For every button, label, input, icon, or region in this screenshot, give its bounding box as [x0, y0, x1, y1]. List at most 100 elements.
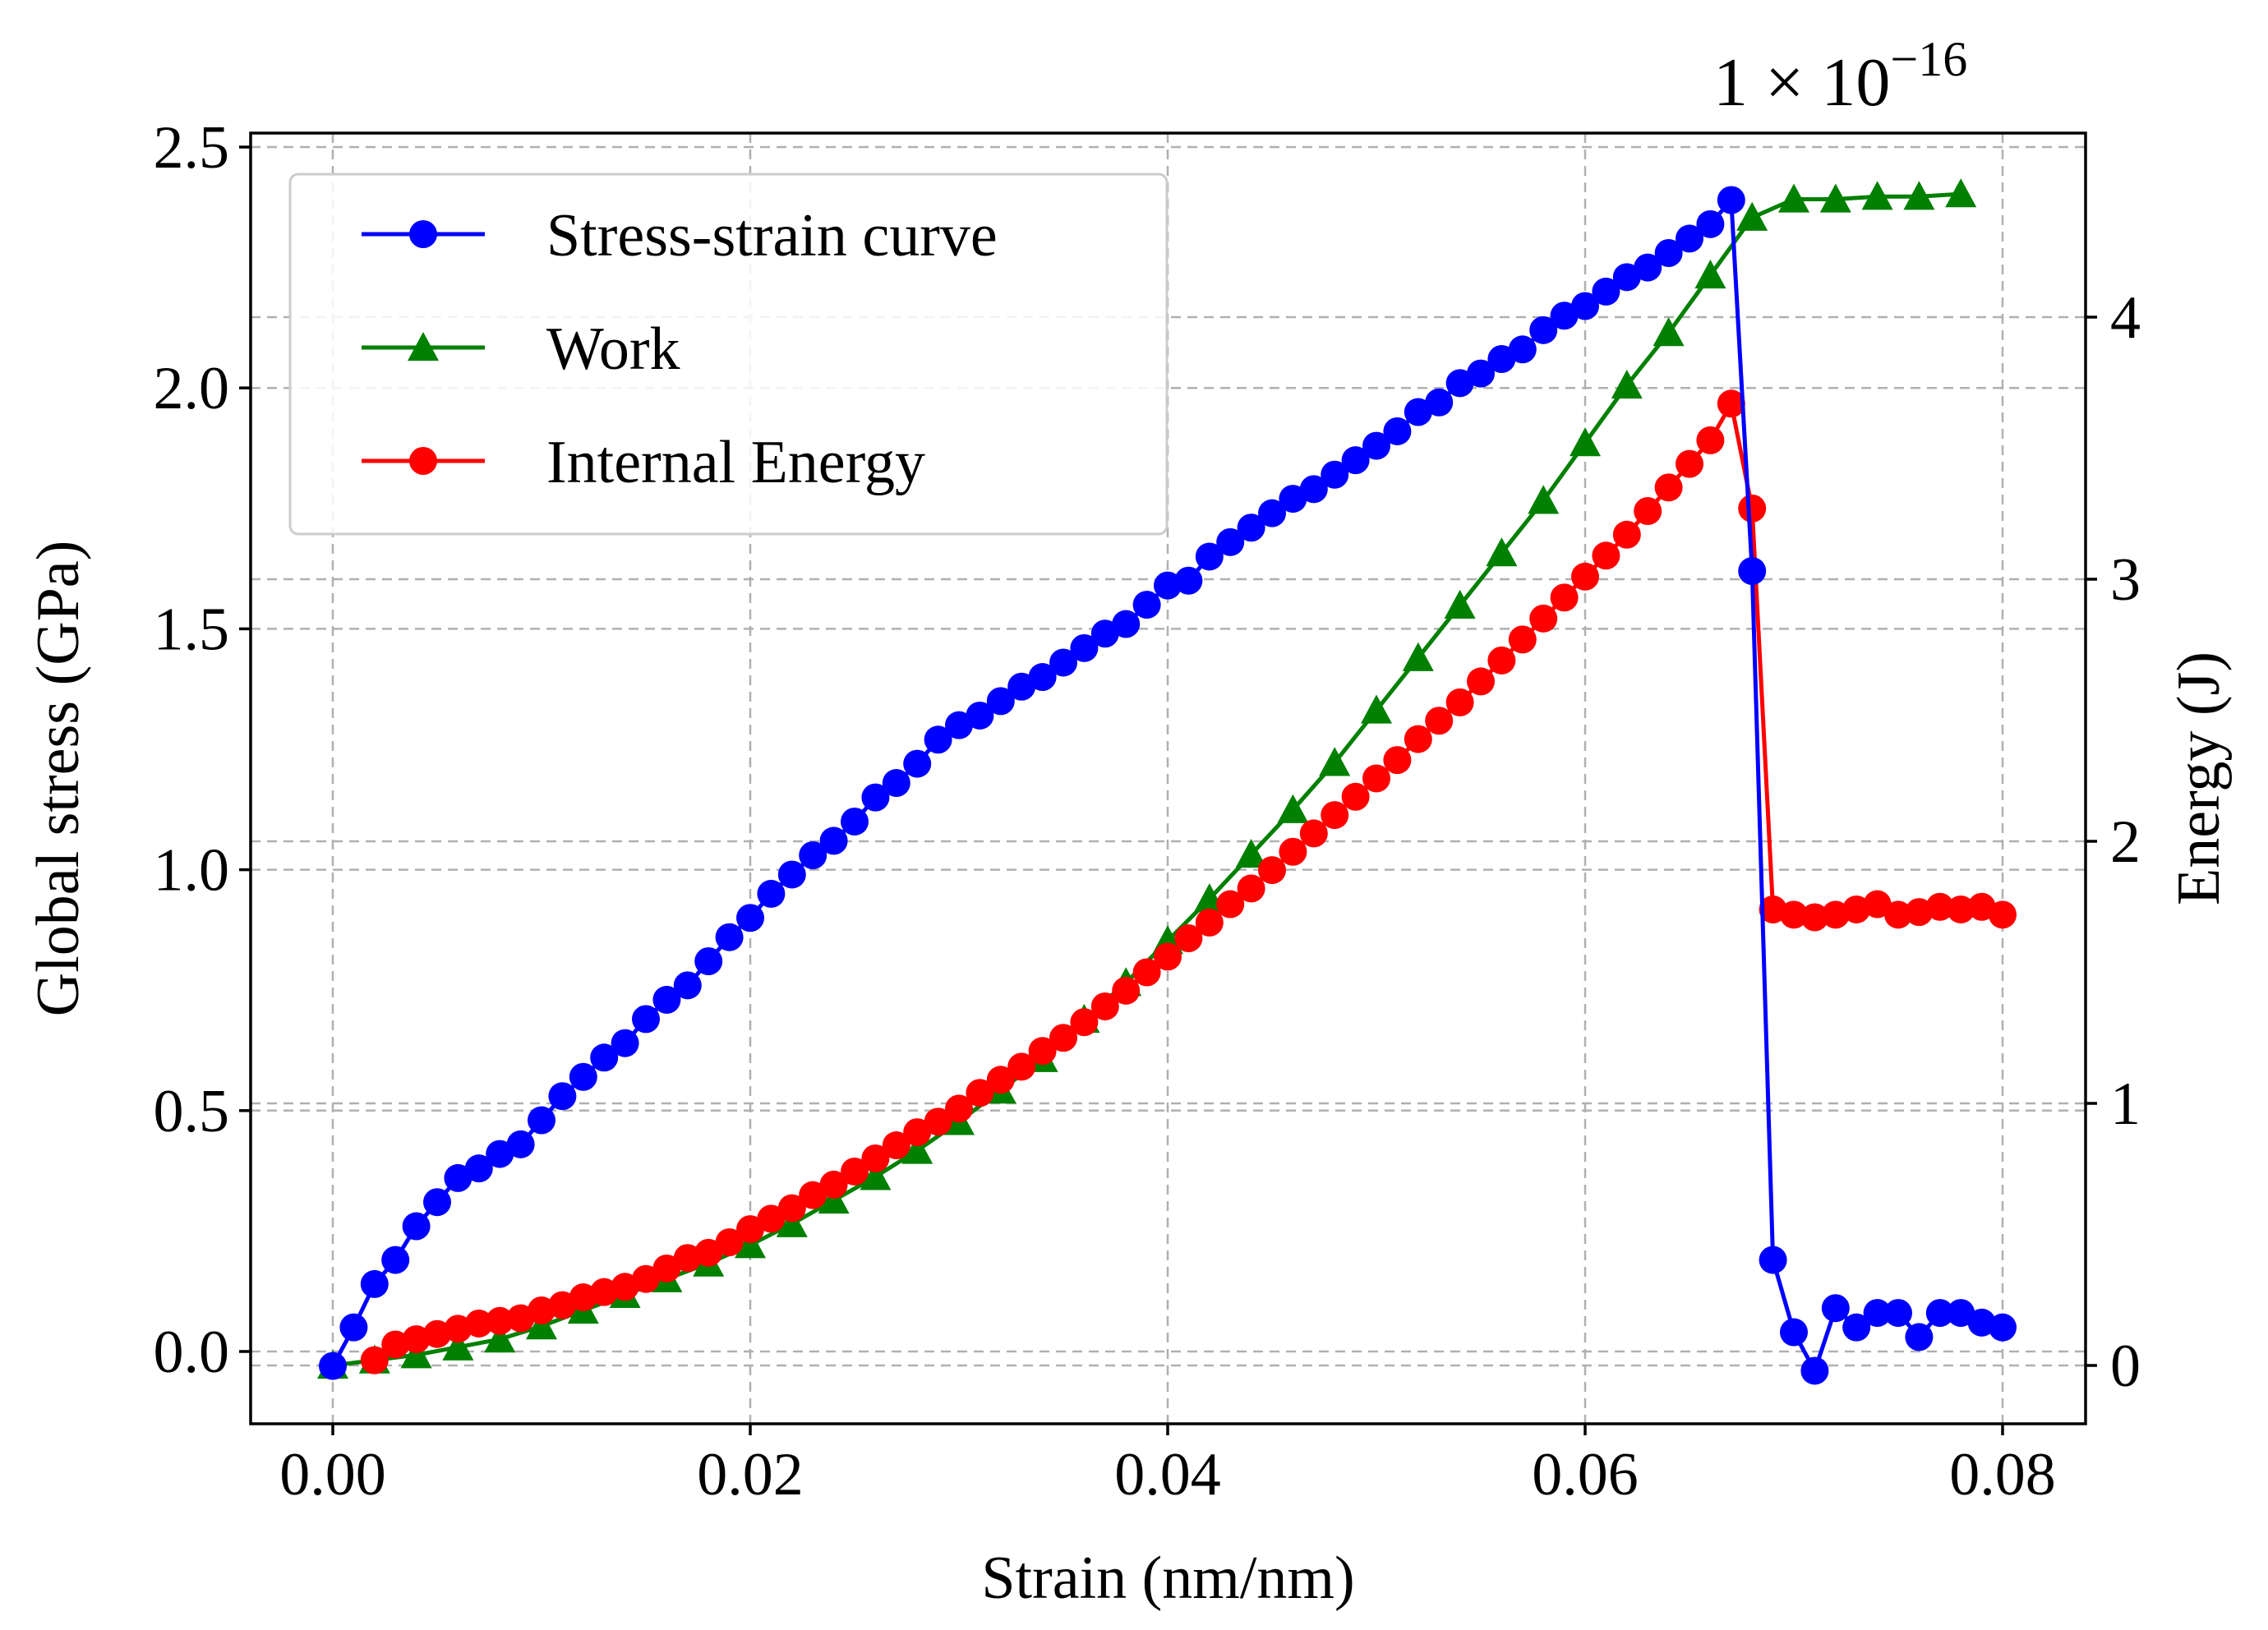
data-point [1508, 625, 1537, 654]
data-point [1738, 557, 1767, 586]
data-point [1696, 210, 1725, 238]
data-point [1634, 253, 1662, 282]
data-point [1550, 583, 1579, 612]
data-point [1800, 903, 1829, 932]
data-point [464, 1154, 493, 1183]
y-tick-label: 2.5 [154, 114, 230, 182]
data-point [1717, 186, 1745, 214]
y-tick-label: 1.0 [154, 837, 230, 905]
data-point [1112, 976, 1141, 1005]
data-point [1529, 315, 1558, 344]
data-point [1925, 892, 1954, 921]
y2-scale-exponent: −16 [1890, 32, 1967, 86]
data-point [861, 783, 890, 812]
y2-tick-label: 0 [2110, 1333, 2141, 1400]
data-point [1028, 1037, 1057, 1066]
data-point [1676, 449, 1703, 478]
x-tick-label: 0.00 [279, 1441, 386, 1508]
data-point [1070, 1008, 1099, 1037]
data-point [486, 1140, 514, 1168]
y2-scale-label: 1 × 10−16 [1713, 32, 1967, 121]
data-point [819, 827, 848, 855]
data-point [381, 1330, 410, 1359]
data-point [1154, 571, 1182, 600]
data-point [1487, 345, 1516, 374]
data-point [1174, 566, 1203, 595]
data-point [423, 1319, 451, 1348]
data-point [1842, 1313, 1871, 1342]
data-point [1821, 900, 1850, 929]
data-point [818, 1185, 850, 1214]
x-tick-label: 0.04 [1114, 1441, 1221, 1508]
data-point [1112, 610, 1141, 638]
data-point [1989, 900, 2017, 929]
data-point [1612, 520, 1641, 549]
data-point [528, 1296, 555, 1325]
data-point [1402, 642, 1434, 671]
data-point [735, 1229, 766, 1259]
data-point [1696, 426, 1725, 454]
data-point [1863, 1299, 1892, 1328]
data-point [360, 1346, 389, 1374]
data-point [1611, 369, 1643, 399]
data-point [1361, 694, 1392, 724]
data-point [360, 1269, 389, 1298]
data-point [924, 1107, 952, 1136]
data-point [652, 985, 681, 1014]
data-point [1863, 890, 1892, 919]
data-point [1195, 542, 1224, 571]
legend-box [288, 173, 1169, 536]
data-point [1759, 895, 1787, 923]
data-point [1362, 431, 1390, 460]
data-point [1967, 1308, 1996, 1337]
data-point [901, 1135, 933, 1164]
data-point [694, 1238, 723, 1267]
data-point [1277, 794, 1309, 823]
data-point [1237, 874, 1265, 903]
data-point [882, 1131, 910, 1160]
data-point [652, 1254, 681, 1282]
data-point [673, 1244, 702, 1273]
data-point [1736, 201, 1768, 231]
data-point [986, 687, 1015, 716]
data-point [1861, 181, 1893, 210]
y2-tick-label: 4 [2110, 284, 2141, 352]
data-point [1321, 801, 1349, 830]
data-point [1800, 1356, 1829, 1385]
data-point [1821, 1294, 1850, 1323]
data-point [528, 1106, 555, 1135]
data-point [1529, 604, 1558, 633]
data-point [400, 1339, 432, 1369]
data-point [526, 1310, 557, 1340]
data-point [486, 1306, 514, 1335]
data-point [1279, 485, 1307, 513]
data-point [736, 1215, 764, 1244]
data-point [945, 1094, 973, 1123]
data-point [506, 1130, 535, 1158]
data-point [757, 879, 786, 908]
legend-marker [409, 220, 437, 248]
y2-scale-base: 1 × 10 [1713, 44, 1890, 121]
data-point [442, 1331, 474, 1361]
data-point [1634, 497, 1662, 526]
data-point [1486, 537, 1518, 567]
legend-entry: Work [362, 315, 680, 383]
data-point [986, 1066, 1015, 1094]
data-point [736, 904, 764, 932]
data-point [632, 1264, 660, 1293]
data-point [1780, 900, 1808, 929]
data-point [1778, 183, 1809, 213]
data-point [1299, 819, 1328, 848]
data-point [1925, 1299, 1954, 1328]
legend-label: Work [546, 315, 680, 383]
data-point [799, 1181, 827, 1209]
data-point [423, 1188, 451, 1217]
data-point [339, 1313, 368, 1342]
data-point [1279, 837, 1307, 866]
data-point [1905, 1323, 1934, 1351]
data-point [1570, 427, 1601, 457]
data-point [1299, 475, 1328, 504]
data-point [966, 1079, 994, 1107]
x-axis-label: Strain (nm/nm) [981, 1545, 1354, 1612]
